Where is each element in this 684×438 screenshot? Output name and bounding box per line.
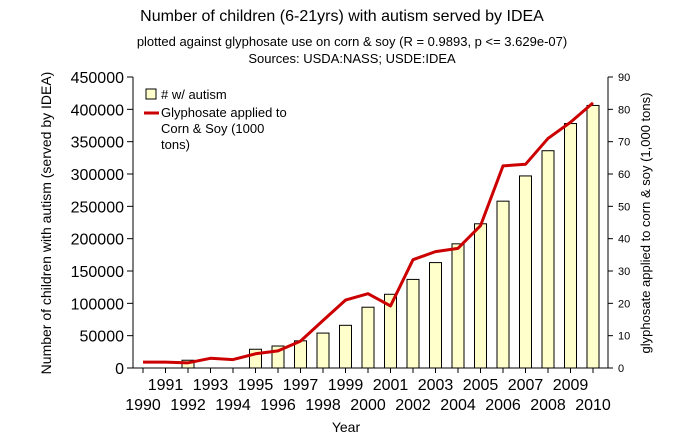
y-right-tick-label: 20 — [618, 298, 630, 310]
y-left-tick-label: 50000 — [80, 329, 125, 346]
bar-series — [181, 104, 600, 369]
x-tick-label-odd: 1999 — [328, 377, 364, 394]
y-left-tick-label: 300000 — [71, 167, 124, 184]
x-tick-label-odd: 2003 — [418, 377, 454, 394]
bar-2004 — [451, 243, 465, 369]
legend-label-glyphosate-line-2: Corn & Soy (1000 — [161, 121, 264, 136]
y-right-axis-title: glyphosate applied to corn & soy (1,000 … — [638, 93, 653, 354]
y-left-tick-label: 250000 — [71, 199, 124, 216]
x-tick-label-even: 2010 — [575, 397, 611, 414]
x-tick-label-odd: 1993 — [193, 377, 229, 394]
x-tick-label-even: 1998 — [305, 397, 341, 414]
y-right-tick-label: 70 — [618, 137, 630, 149]
bar-2000 — [361, 306, 375, 369]
chart-subtitle: plotted against glyphosate use on corn &… — [137, 34, 567, 49]
bar-1998 — [316, 332, 330, 369]
y-right-tick-label: 10 — [618, 331, 630, 343]
bar-1999 — [339, 324, 352, 369]
legend-label-autism: # w/ autism — [161, 87, 227, 102]
y-left-tick-label: 350000 — [71, 135, 124, 152]
x-tick-label-odd: 1997 — [283, 377, 319, 394]
x-tick-label-even: 2000 — [350, 397, 386, 414]
x-tick-label-odd: 2007 — [508, 377, 544, 394]
y-right-tick-label: 90 — [618, 72, 630, 84]
bar-2005 — [474, 223, 487, 369]
y-right-tick-label: 60 — [618, 169, 630, 181]
y-right-tick-label: 40 — [618, 234, 630, 246]
y-left-tick-labels: 0 50000 100000 150000 200000 250000 300000 3500… — [71, 70, 124, 378]
bar-2003 — [429, 262, 442, 369]
legend-label-glyphosate-line-1: Glyphosate applied to — [161, 105, 287, 120]
y-left-tick-label: 450000 — [71, 70, 124, 87]
y-left-axis-title: Number of children with autism (served b… — [38, 72, 54, 375]
bar-2002 — [406, 278, 420, 369]
x-tick-label-odd: 2001 — [373, 377, 409, 394]
y-left-tick-label: 100000 — [71, 296, 124, 313]
x-tick-label-even: 2004 — [440, 397, 476, 414]
x-tick-label-even: 1996 — [260, 397, 296, 414]
legend-swatch-autism — [145, 88, 157, 100]
chart-title: Number of children (6-21yrs) with autism… — [140, 8, 544, 25]
bar-2009 — [564, 123, 577, 369]
x-tick-label-odd: 2009 — [553, 377, 589, 394]
y-right-tick-label: 30 — [618, 266, 630, 278]
y-left-tick-label: 0 — [115, 361, 124, 378]
x-axis-title: Year — [332, 419, 361, 435]
y-left-tick-label: 150000 — [71, 264, 124, 281]
x-tick-label-odd: 1991 — [148, 377, 184, 394]
bar-1997 — [294, 340, 307, 369]
x-tick-label-even: 2008 — [530, 397, 566, 414]
x-tick-label-even: 2002 — [395, 397, 431, 414]
x-tick-labels: 1991 1993 1995 1997 1999 2001 2003 2005 2007 2009… — [125, 377, 611, 414]
glyphosate-line — [143, 101, 594, 365]
x-tick-label-odd: 2005 — [463, 377, 499, 394]
y-right-tick-labels: 0 10 20 30 40 50 60 70 80 90 — [618, 72, 630, 375]
y-left-tick-label: 200000 — [71, 232, 124, 249]
legend: # w/ autism Glyphosate applied to Corn &… — [144, 87, 287, 152]
bar-2006 — [496, 200, 510, 369]
y-right-tick-label: 0 — [618, 363, 624, 375]
y-right-tick-label: 50 — [618, 201, 630, 213]
legend-label-glyphosate-line-3: tons) — [161, 137, 190, 152]
x-tick-label-odd: 1995 — [238, 377, 274, 394]
bar-2008 — [541, 150, 555, 369]
bar-2007 — [519, 175, 532, 369]
x-tick-label-even: 2006 — [485, 397, 521, 414]
x-tick-label-even: 1994 — [215, 397, 251, 414]
y-right-tick-label: 80 — [618, 104, 630, 116]
x-tick-label-even: 1990 — [125, 397, 161, 414]
chart-sources: Sources: USDA:NASS; USDE:IDEA — [248, 51, 456, 66]
y-left-tick-label: 400000 — [71, 102, 124, 119]
bar-2010 — [586, 104, 600, 369]
line-series — [143, 101, 594, 365]
axes — [127, 76, 613, 373]
x-tick-label-even: 1992 — [170, 397, 206, 414]
